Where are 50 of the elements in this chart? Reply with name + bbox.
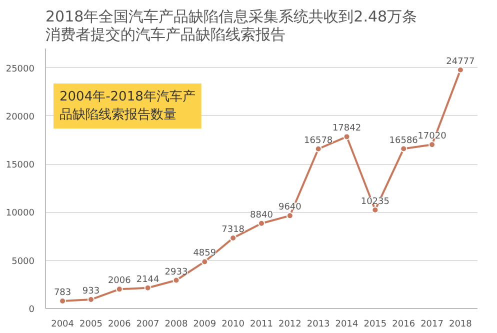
point <box>372 206 379 214</box>
x-tick-label: 2007 <box>136 320 160 330</box>
x-tick-label: 2015 <box>364 320 387 330</box>
x-tick-label: 2014 <box>335 320 358 330</box>
y-tick-label: 10000 <box>6 208 35 219</box>
data-label: 17842 <box>332 124 362 134</box>
x-tick-label: 2012 <box>278 320 302 330</box>
y-tick-label: 15000 <box>6 160 35 171</box>
point <box>144 284 152 292</box>
x-tick-label: 2016 <box>392 320 416 330</box>
data-label: 8840 <box>250 210 274 220</box>
data-label: 7318 <box>222 225 245 236</box>
point <box>201 258 208 266</box>
data-label: 2144 <box>136 274 160 285</box>
data-label: 783 <box>54 288 72 298</box>
y-tick-label: 25000 <box>6 64 35 74</box>
point <box>230 234 237 242</box>
text: 2004年-2018年汽车产品缺陷线索报告数量 <box>60 90 196 122</box>
data-label: 16578 <box>304 136 333 146</box>
x-tick-label: 2017 <box>420 320 444 330</box>
y-tick-label: 0 <box>28 305 35 315</box>
data-label: 2933 <box>164 267 188 278</box>
point <box>314 145 322 152</box>
y-tick-label: 20000 <box>6 112 35 122</box>
x-tick-label: 2009 <box>193 320 216 330</box>
data-label: 10235 <box>360 196 390 207</box>
point <box>172 276 180 284</box>
point <box>258 220 265 227</box>
x-tick-label: 2018 <box>448 320 472 330</box>
data-label: 933 <box>82 286 100 297</box>
point <box>343 133 350 140</box>
point <box>116 286 123 293</box>
y-tick-label: 5000 <box>12 256 35 267</box>
data-label: 16586 <box>389 136 418 146</box>
x-tick-label: 2013 <box>306 320 330 330</box>
data-label: 9640 <box>278 202 302 213</box>
data-label: 17020 <box>418 132 447 142</box>
data-label: 4859 <box>193 248 216 259</box>
data-label: 24777 <box>446 56 475 67</box>
x-tick-label: 2010 <box>222 320 245 330</box>
point <box>400 145 408 152</box>
x-tick-label: 2004 <box>51 320 74 330</box>
data-label: 2006 <box>108 276 132 286</box>
x-tick-label: 2008 <box>164 320 188 330</box>
point <box>456 66 464 74</box>
chart-title: 2018年全国汽车产品缺陷信息采集系统共收到2.48万条消费者提交的汽车产品缺陷线索报告 <box>46 8 418 44</box>
x-tick-label: 2005 <box>80 320 102 330</box>
point <box>286 212 294 220</box>
x-tick-label: 2011 <box>250 320 273 330</box>
x-tick-label: 2006 <box>108 320 132 330</box>
